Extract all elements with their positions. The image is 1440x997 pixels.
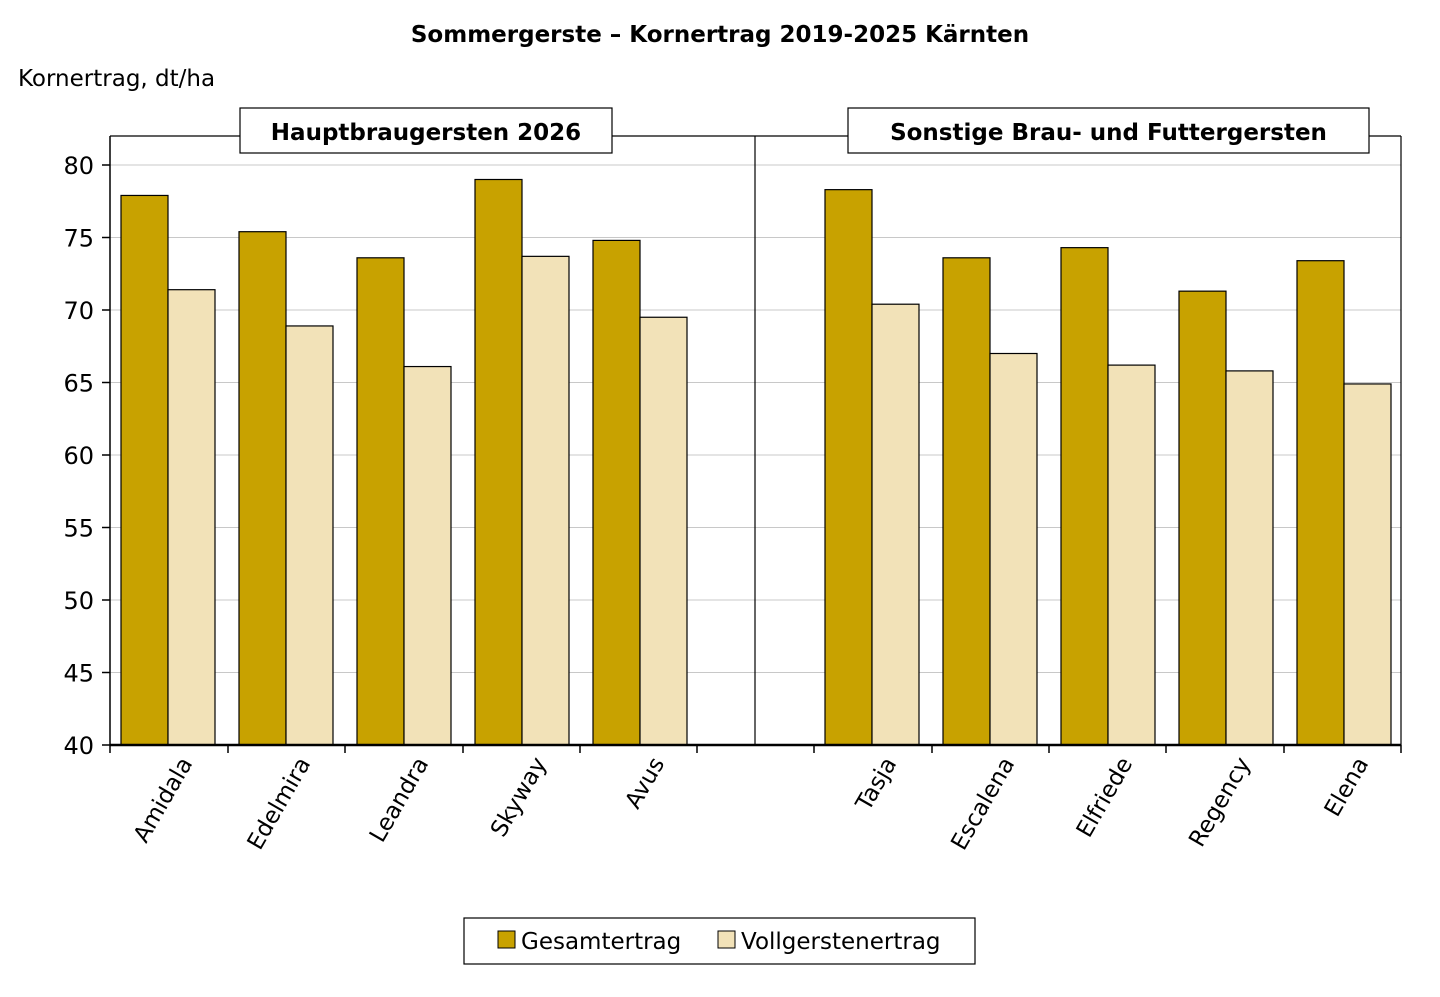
y-tick-label: 80: [63, 152, 94, 180]
bar-gesamtertrag-leandra: [356, 257, 405, 746]
group-labels: Hauptbraugersten 2026 Sonstige Brau- und …: [239, 107, 1370, 154]
y-tick-label: 55: [63, 515, 94, 543]
y-tick-label: 65: [63, 370, 94, 398]
bar-gesamtertrag-skyway: [474, 178, 523, 746]
bars: [120, 178, 1392, 746]
y-axis-label: Kornertrag, dt/ha: [18, 66, 215, 92]
y-axis: 40 45 50 55 60 65 70 75 80: [63, 152, 110, 760]
y-tick-label: 45: [63, 660, 94, 688]
bar-gesamtertrag-escalena: [942, 257, 991, 746]
y-tick-label: 75: [63, 225, 94, 253]
bar-vollgerstenertrag-escalena: [989, 352, 1038, 746]
legend-label: Vollgerstenertrag: [741, 929, 941, 955]
legend-swatch-vollgerstenertrag: [717, 930, 736, 949]
group-label-box: [847, 107, 1370, 154]
x-tick-label: Tasja: [851, 753, 902, 816]
bar-gesamtertrag-elfriede: [1060, 247, 1109, 746]
x-tick-label: Elena: [1320, 753, 1374, 821]
bar-gesamtertrag-amidala: [120, 194, 169, 746]
group-label: Hauptbraugersten 2026: [271, 120, 581, 146]
y-tick-label: 70: [63, 297, 94, 325]
legend: Gesamtertrag Vollgerstenertrag: [463, 917, 976, 965]
chart-title: Sommergerste – Kornertrag 2019-2025 Kärn…: [411, 22, 1029, 48]
x-tick-label: Edelmira: [243, 753, 317, 854]
bar-vollgerstenertrag-edelmira: [285, 325, 334, 746]
group-label-box: [239, 107, 613, 154]
x-tick-label: Skyway: [486, 753, 552, 842]
legend-box: [463, 917, 976, 965]
bar-gesamtertrag-tasja: [824, 189, 873, 746]
y-tick-label: 40: [63, 732, 94, 760]
bar-gesamtertrag-edelmira: [238, 231, 287, 746]
x-tick-label: Avus: [620, 753, 670, 813]
group-label: Sonstige Brau- und Futtergersten: [890, 120, 1327, 146]
y-tick-label: 50: [63, 587, 94, 615]
bar-vollgerstenertrag-regency: [1225, 370, 1274, 746]
x-tick-label: Amidala: [129, 753, 198, 847]
bar-gesamtertrag-regency: [1178, 290, 1227, 746]
x-axis: Amidala Edelmira Leandra Skyway Avus Tasja Esc…: [129, 753, 1374, 855]
bar-vollgerstenertrag-elfriede: [1107, 364, 1156, 746]
x-tick-label: Regency: [1184, 753, 1256, 851]
legend-swatch-gesamtertrag: [497, 930, 516, 949]
legend-label: Gesamtertrag: [521, 929, 681, 955]
y-tick-label: 60: [63, 442, 94, 470]
x-tick-label: Escalena: [946, 753, 1020, 855]
bar-vollgerstenertrag-skyway: [521, 255, 570, 746]
bar-vollgerstenertrag-avus: [639, 316, 688, 746]
bar-gesamtertrag-avus: [592, 239, 641, 746]
bar-vollgerstenertrag-leandra: [403, 365, 452, 746]
bar-vollgerstenertrag-amidala: [167, 289, 216, 746]
bar-vollgerstenertrag-tasja: [871, 303, 920, 746]
x-tick-label: Leandra: [365, 753, 434, 847]
bar-vollgerstenertrag-elena: [1343, 383, 1392, 746]
x-tick-label: Elfriede: [1072, 753, 1138, 842]
bar-gesamtertrag-elena: [1296, 260, 1345, 746]
